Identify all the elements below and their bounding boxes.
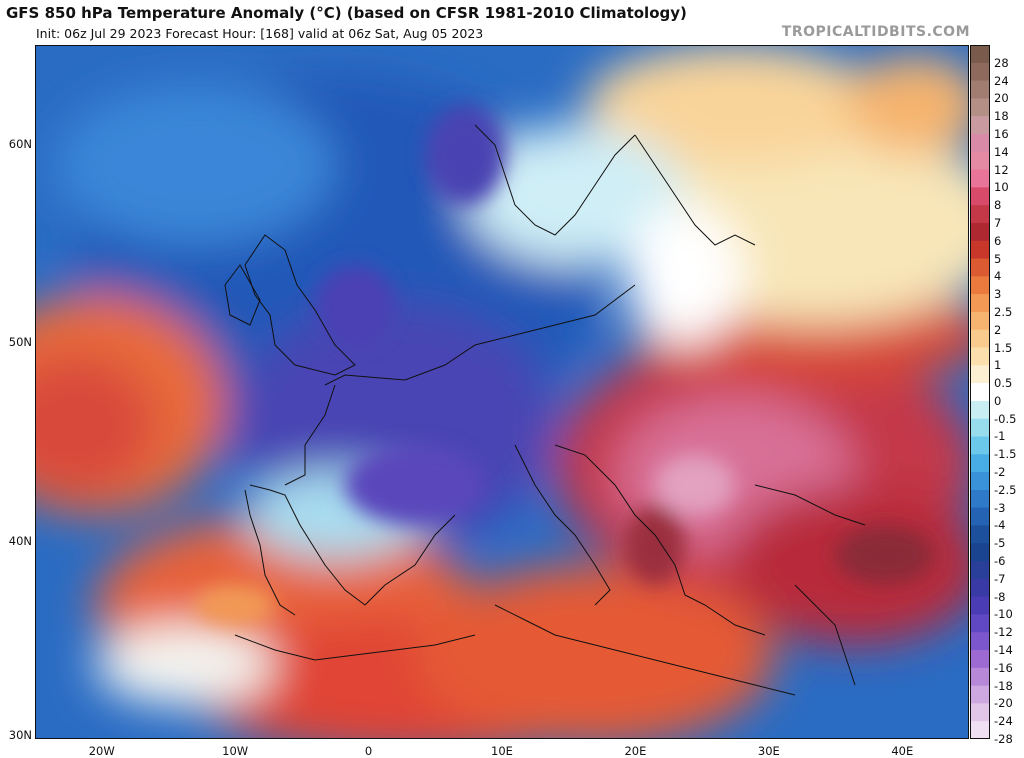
colorbar-label: 2.5	[994, 304, 1013, 319]
colorbar-swatch	[970, 418, 990, 437]
colorbar-swatch	[970, 454, 990, 473]
colorbar-swatch	[970, 45, 990, 64]
colorbar-label: 1	[994, 358, 1002, 373]
coastlines	[224, 124, 866, 696]
latitude-label: 50N	[8, 335, 32, 350]
colorbar-swatch	[970, 614, 990, 633]
colorbar-label: -4	[994, 518, 1006, 533]
colorbar-swatch	[970, 151, 990, 171]
colorbar-swatch	[970, 383, 990, 402]
colorbar-swatch	[970, 685, 990, 704]
anomaly-field	[35, 45, 969, 739]
chart-title: GFS 850 hPa Temperature Anomaly (°C) (ba…	[6, 4, 687, 22]
colorbar-swatch	[970, 436, 990, 455]
colorbar-swatch	[970, 650, 990, 669]
forecast-info: Init: 06z Jul 29 2023 Forecast Hour: [16…	[36, 26, 484, 41]
longitude-label: 30E	[757, 744, 780, 758]
colorbar-swatch	[970, 98, 990, 117]
colorbar-label: -12	[994, 625, 1013, 640]
colorbar-swatch	[970, 187, 990, 206]
colorbar-label: -5	[994, 536, 1006, 551]
colorbar-label: 1.5	[994, 340, 1013, 355]
brand-watermark[interactable]: TROPICALTIDBITS.COM	[781, 24, 970, 40]
colorbar-swatch	[970, 311, 990, 331]
colorbar-label: 28	[994, 55, 1009, 70]
colorbar-swatch	[970, 240, 990, 260]
colorbar-label: 6	[994, 233, 1002, 248]
latitude-label: 60N	[8, 137, 32, 152]
colorbar-swatch	[970, 276, 990, 295]
colorbar-label: -8	[994, 589, 1006, 604]
colorbar-label: -20	[994, 696, 1013, 711]
anomaly-map[interactable]	[35, 45, 969, 739]
colorbar-swatch	[970, 703, 990, 722]
colorbar-label: -0.5	[994, 411, 1017, 426]
colorbar-label: 14	[994, 144, 1009, 159]
colorbar-swatch	[970, 205, 990, 224]
colorbar-label: 8	[994, 198, 1002, 213]
colorbar-swatch	[970, 507, 990, 526]
longitude-label: 0	[364, 744, 373, 758]
colorbar-label: -6	[994, 554, 1006, 569]
colorbar-label: -2.5	[994, 482, 1017, 497]
longitude-label: 10W	[222, 744, 249, 758]
colorbar-label: 16	[994, 126, 1009, 141]
colorbar-label: -3	[994, 500, 1006, 515]
colorbar-label: 0	[994, 393, 1002, 408]
colorbar-label: 4	[994, 269, 1002, 284]
colorbar-swatch	[970, 472, 990, 491]
colorbar-label: 5	[994, 251, 1002, 266]
colorbar-label: 2	[994, 322, 1002, 337]
colorbar-swatch	[970, 169, 990, 188]
colorbar-swatch	[970, 400, 990, 420]
colorbar-label: -28	[994, 732, 1013, 746]
colorbar-label: 10	[994, 180, 1009, 195]
colorbar-swatch	[970, 258, 990, 277]
colorbar-swatch	[970, 632, 990, 651]
colorbar-label: 24	[994, 73, 1009, 88]
colorbar-label: 20	[994, 91, 1009, 106]
colorbar-swatch	[970, 347, 990, 366]
colorbar-label: 0.5	[994, 376, 1013, 391]
colorbar-swatch	[970, 116, 990, 135]
colorbar-label: -24	[994, 714, 1013, 729]
colorbar-label: 7	[994, 215, 1002, 230]
colorbar-swatch	[970, 596, 990, 615]
latitude-label: 40N	[8, 533, 32, 548]
colorbar-label: -16	[994, 660, 1013, 675]
colorbar-label: -7	[994, 571, 1006, 586]
colorbar-label: -10	[994, 607, 1013, 622]
colorbar-swatch	[970, 62, 990, 82]
longitude-label: 20W	[88, 744, 115, 758]
colorbar-swatch	[970, 222, 990, 242]
colorbar-label: -1.5	[994, 447, 1017, 462]
latitude-label: 30N	[8, 728, 32, 742]
colorbar-swatch	[970, 133, 990, 153]
colorbar-swatch	[970, 578, 990, 598]
colorbar-label: -1	[994, 429, 1006, 444]
colorbar-swatch	[970, 543, 990, 562]
colorbar-label: -2	[994, 465, 1006, 480]
colorbar-swatch	[970, 525, 990, 544]
colorbar-swatch	[970, 489, 990, 509]
colorbar-label: -14	[994, 643, 1013, 658]
colorbar-label: 12	[994, 162, 1009, 177]
colorbar-label: 18	[994, 109, 1009, 124]
longitude-label: 10E	[491, 744, 513, 758]
colorbar-swatch	[970, 80, 990, 99]
colorbar-swatch	[970, 667, 990, 687]
colorbar-label: 3	[994, 287, 1002, 302]
colorbar-label: -18	[994, 678, 1013, 693]
colorbar-swatch	[970, 721, 990, 739]
longitude-label: 20E	[624, 744, 647, 758]
anomaly-details	[195, 105, 935, 625]
longitude-label: 40E	[891, 744, 914, 758]
colorbar	[970, 45, 990, 739]
colorbar-swatch	[970, 365, 990, 384]
colorbar-swatch	[970, 294, 990, 313]
colorbar-swatch	[970, 561, 990, 580]
colorbar-border	[970, 45, 990, 739]
colorbar-swatch	[970, 329, 990, 349]
